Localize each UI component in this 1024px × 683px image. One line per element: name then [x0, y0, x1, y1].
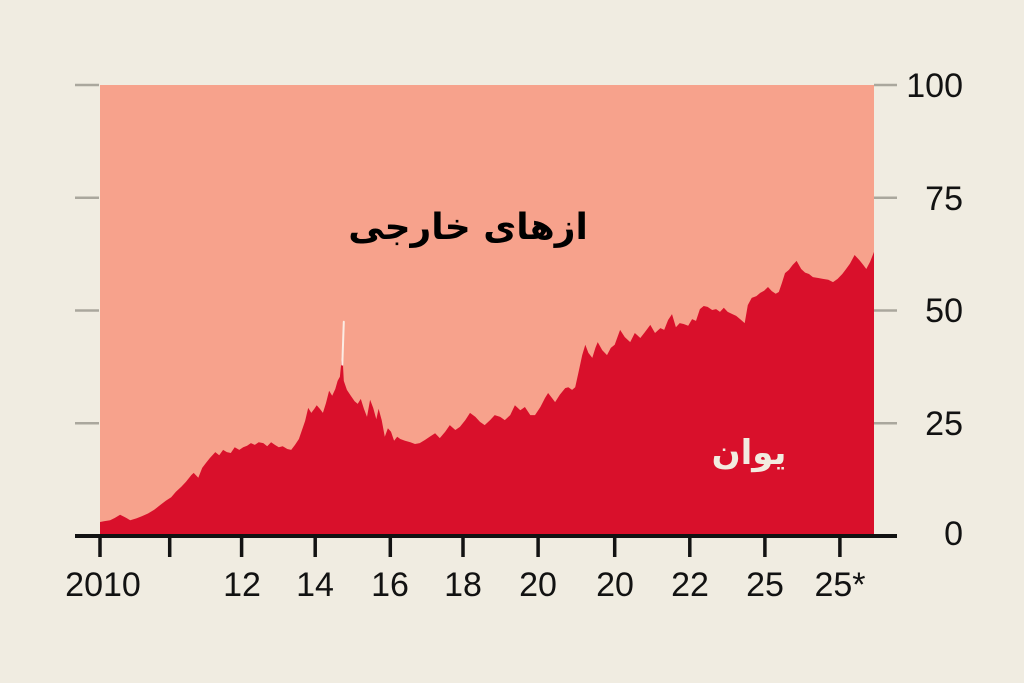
y-tick-label-25: 25 — [925, 405, 963, 443]
x-tick-label-25: 25 — [746, 566, 784, 604]
area-yuan — [100, 251, 874, 536]
x-tick-label-22: 22 — [671, 566, 709, 604]
y-tick-label-0: 0 — [944, 515, 963, 553]
y-tick-label-75: 75 — [925, 180, 963, 218]
x-axis-labels: 2010 12 14 16 18 20 20 22 25 25* — [65, 566, 865, 604]
x-tick-label-20b: 20 — [596, 566, 634, 604]
x-tick-label-20a: 20 — [519, 566, 557, 604]
x-tick-label-12: 12 — [223, 566, 261, 604]
y-tick-label-50: 50 — [925, 292, 963, 330]
x-axis-tick-marks — [98, 538, 842, 557]
y-tick-label-100: 100 — [906, 67, 963, 105]
spike-highlight-line — [341, 320, 345, 366]
y-axis-tick-marks — [75, 83, 897, 425]
x-tick-label-25star: 25* — [814, 566, 865, 604]
x-tick-label-18: 18 — [444, 566, 482, 604]
x-tick-label-16: 16 — [371, 566, 409, 604]
x-tick-label-2010: 2010 — [65, 566, 141, 604]
yuan-label: يوان — [712, 433, 787, 473]
y-axis-labels: 100 75 50 25 0 — [906, 67, 963, 553]
x-tick-label-14: 14 — [296, 566, 334, 604]
foreign-currencies-label: ازهای خارجی — [348, 207, 588, 248]
